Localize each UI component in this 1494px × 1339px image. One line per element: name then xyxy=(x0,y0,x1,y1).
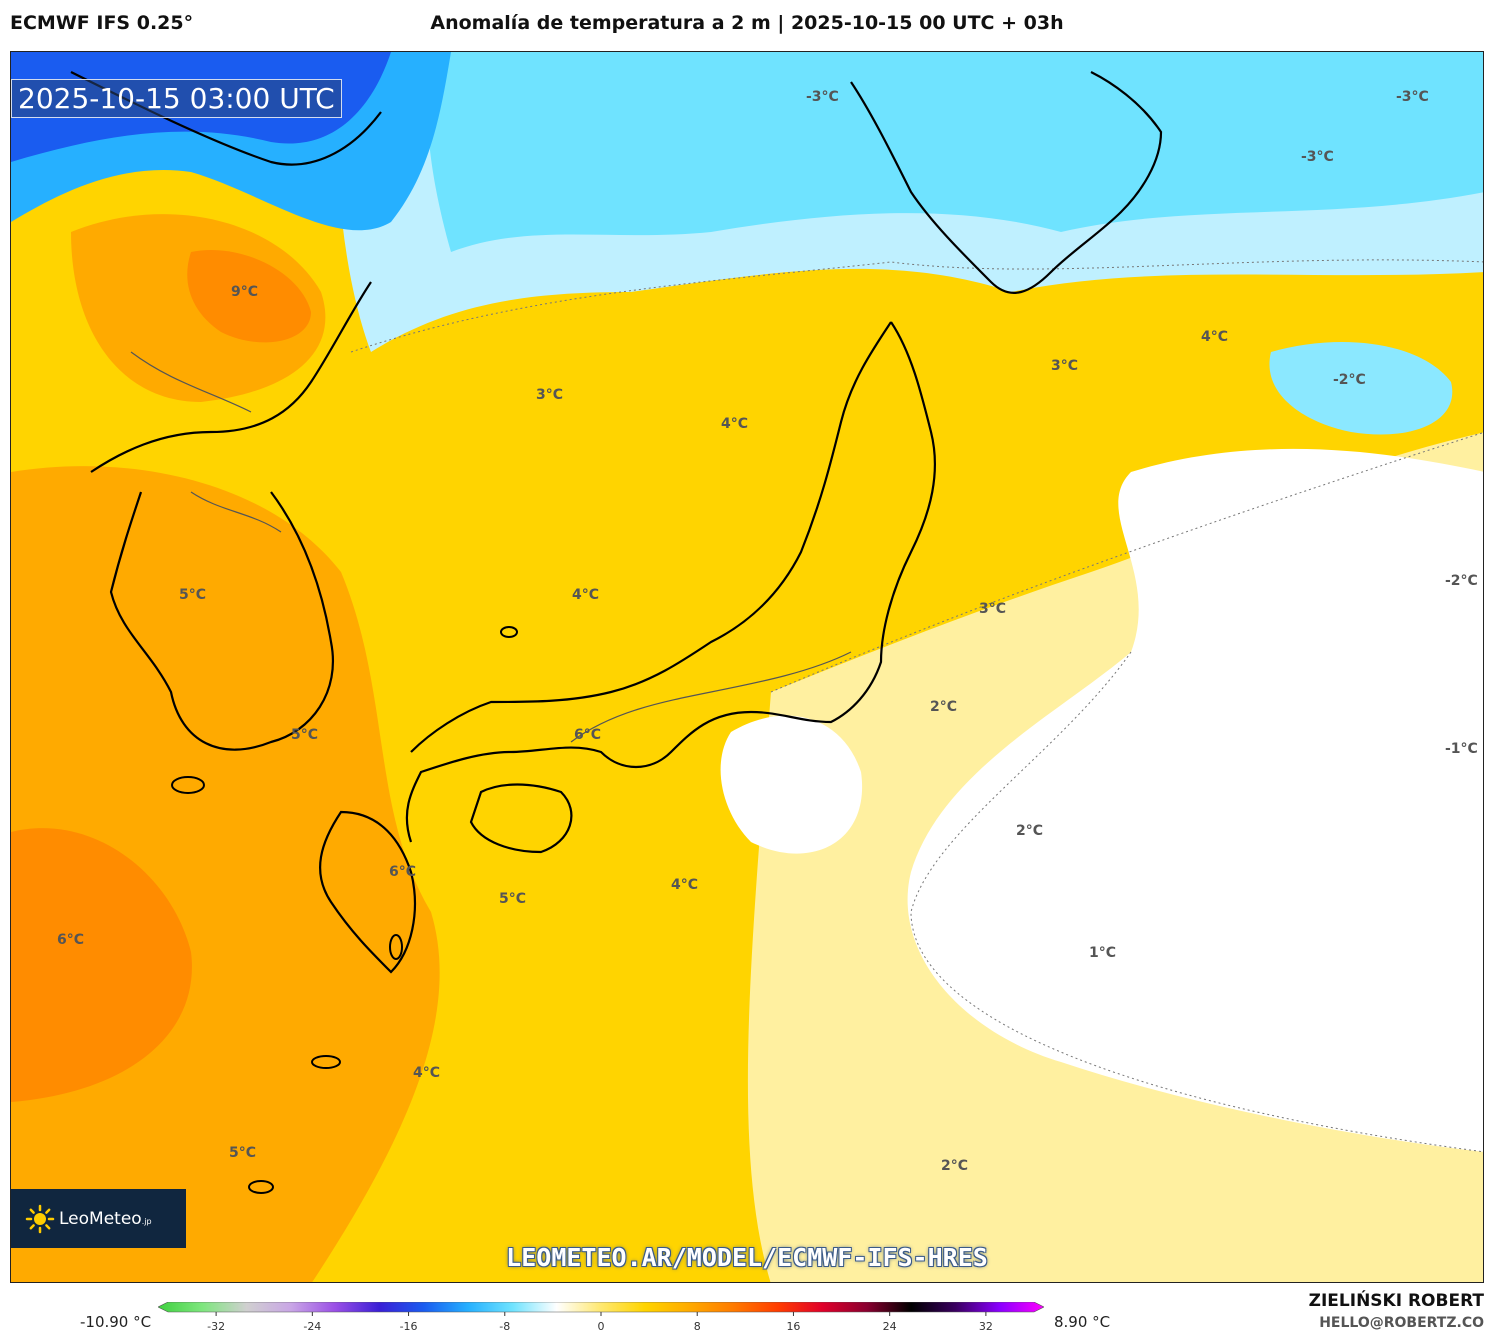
coastlines xyxy=(70,71,1163,974)
logo-name: LeoMeteo xyxy=(59,1208,142,1229)
logo-text: LeoMeteo.jp xyxy=(59,1209,152,1229)
colorbar-tick-label: 32 xyxy=(979,1320,993,1333)
contour-label: 4°C xyxy=(1201,329,1228,345)
sun-icon xyxy=(25,1204,55,1233)
colorbar-tick-label: 16 xyxy=(786,1320,800,1333)
contour-label: 2°C xyxy=(930,699,957,715)
island-tanegashima xyxy=(389,934,403,960)
anomaly-map: -3°C -3°C -3°C 9°C 3°C 4°C 3°C 4°C -2°C … xyxy=(11,52,1483,1282)
contour-label: -2°C xyxy=(1445,573,1478,589)
contour-label: -3°C xyxy=(1396,89,1429,105)
border-china-korea xyxy=(130,351,252,413)
colorbar-min-label: -10.90 °C xyxy=(80,1313,152,1331)
border-dmz xyxy=(190,491,282,533)
islands xyxy=(171,626,518,1194)
contour-label: 4°C xyxy=(721,416,748,432)
colorbar-ramp xyxy=(158,1302,1044,1313)
model-name: ECMWF IFS 0.25° xyxy=(10,12,194,34)
field-cooler-north xyxy=(427,52,1483,252)
logo-suffix: .jp xyxy=(141,1216,152,1226)
contour-line-north xyxy=(350,259,1483,353)
contour-label: 6°C xyxy=(574,727,601,743)
contour-label: 5°C xyxy=(229,1145,256,1161)
contour-label: 4°C xyxy=(413,1065,440,1081)
coast-honshu-sea xyxy=(410,321,892,753)
contour-label: 2°C xyxy=(1016,823,1043,839)
field-cool-pocket-east xyxy=(1269,342,1453,435)
map-frame[interactable]: -3°C -3°C -3°C 9°C 3°C 4°C 3°C 4°C -2°C … xyxy=(10,51,1484,1283)
author-email[interactable]: HELLO@ROBERTZ.CO xyxy=(1319,1315,1484,1331)
field-neutral-pocket xyxy=(720,715,863,854)
colorbar-tick-label: -8 xyxy=(499,1320,510,1333)
island-okinawa xyxy=(248,1180,274,1194)
colorbar-tick-label: -24 xyxy=(303,1320,321,1333)
contour-label: -3°C xyxy=(1301,149,1334,165)
field-hotter-southwest xyxy=(11,828,192,1102)
colorbar-tick-label: 24 xyxy=(883,1320,897,1333)
colorbar-tick-label: -16 xyxy=(400,1320,418,1333)
contour-label: 1°C xyxy=(1089,945,1116,961)
coast-korea xyxy=(109,491,334,751)
border-honshu-prefectures xyxy=(570,651,852,743)
colorbar-tick-label: -32 xyxy=(207,1320,225,1333)
contour-label: 5°C xyxy=(179,587,206,603)
coast-hokkaido xyxy=(850,71,1163,294)
colorbar-max-label: 8.90 °C xyxy=(1054,1313,1111,1331)
island-amami xyxy=(311,1055,341,1069)
contour-label: 6°C xyxy=(389,864,416,880)
borders xyxy=(130,351,852,743)
colorbar-tick-label: 0 xyxy=(598,1320,605,1333)
colorbar-tick-label: 8 xyxy=(694,1320,701,1333)
field-neutral-east xyxy=(907,448,1483,1152)
contour-label: 5°C xyxy=(499,891,526,907)
coast-mainland-north xyxy=(90,281,372,473)
contour-label: -3°C xyxy=(806,89,839,105)
coast-kyushu xyxy=(319,810,417,974)
contour-label: -1°C xyxy=(1445,741,1478,757)
contour-labels: -3°C -3°C -3°C 9°C 3°C 4°C 3°C 4°C -2°C … xyxy=(57,89,1478,1174)
contour-label: 2°C xyxy=(941,1158,968,1174)
field-hottest-manchuria xyxy=(187,250,311,343)
contour-label: 3°C xyxy=(536,387,563,403)
contour-label: 4°C xyxy=(671,877,698,893)
contour-label: 3°C xyxy=(1051,358,1078,374)
contour-label: -2°C xyxy=(1333,372,1366,388)
island-jeju xyxy=(171,776,205,794)
coast-shikoku xyxy=(469,783,573,854)
island-oki xyxy=(500,626,518,638)
colorbar: -32 -24 -16 -8 0 8 16 24 32 xyxy=(158,1302,1044,1333)
watermark-url[interactable]: LEOMETEO.AR/MODEL/ECMWF-IFS-HRES xyxy=(506,1243,988,1272)
coast-honshu-pacific xyxy=(405,321,937,843)
contour-label: 9°C xyxy=(231,284,258,300)
contour-label: 5°C xyxy=(291,727,318,743)
contour-label: 3°C xyxy=(979,601,1006,617)
valid-time-label: 2025-10-15 03:00 UTC xyxy=(11,79,342,118)
leometeo-logo[interactable]: LeoMeteo.jp xyxy=(11,1189,186,1248)
colorbar-ticks: -32 -24 -16 -8 0 8 16 24 32 xyxy=(207,1312,993,1333)
contour-line-southeast xyxy=(910,651,1483,1153)
contour-label: 4°C xyxy=(572,587,599,603)
author-name: ZIELIŃSKI ROBERT xyxy=(1308,1291,1484,1311)
contour-label: 6°C xyxy=(57,932,84,948)
map-title: Anomalía de temperatura a 2 m | 2025-10-… xyxy=(430,12,1064,34)
